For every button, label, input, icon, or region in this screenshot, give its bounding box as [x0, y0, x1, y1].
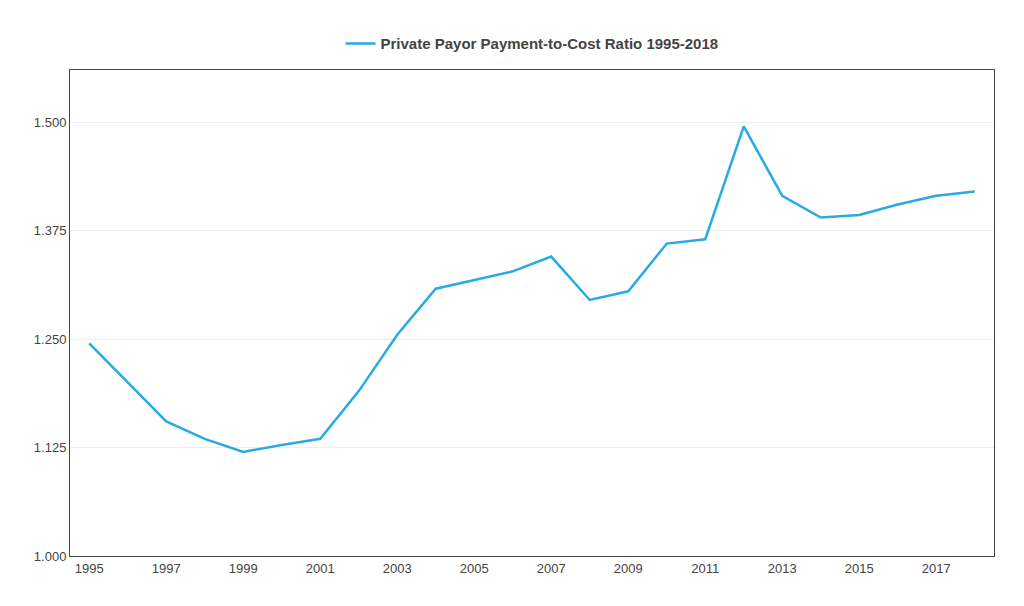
svg-text:2003: 2003 — [383, 561, 412, 576]
svg-text:2011: 2011 — [691, 561, 719, 576]
svg-text:1.375: 1.375 — [34, 223, 67, 238]
svg-text:1.000: 1.000 — [34, 549, 67, 564]
svg-text:1.125: 1.125 — [34, 440, 67, 455]
svg-text:Private Payor Payment-to-Cost: Private Payor Payment-to-Cost Ratio 1995… — [381, 35, 719, 52]
svg-text:2017: 2017 — [922, 561, 951, 576]
svg-text:2005: 2005 — [460, 561, 489, 576]
svg-text:2009: 2009 — [614, 561, 643, 576]
svg-text:2015: 2015 — [845, 561, 874, 576]
svg-text:2007: 2007 — [537, 561, 566, 576]
svg-text:1.250: 1.250 — [34, 332, 67, 347]
svg-text:1999: 1999 — [229, 561, 258, 576]
svg-text:2013: 2013 — [768, 561, 797, 576]
svg-text:2001: 2001 — [306, 561, 335, 576]
svg-text:1995: 1995 — [75, 561, 104, 576]
svg-text:1997: 1997 — [152, 561, 181, 576]
svg-text:1.500: 1.500 — [34, 115, 67, 130]
